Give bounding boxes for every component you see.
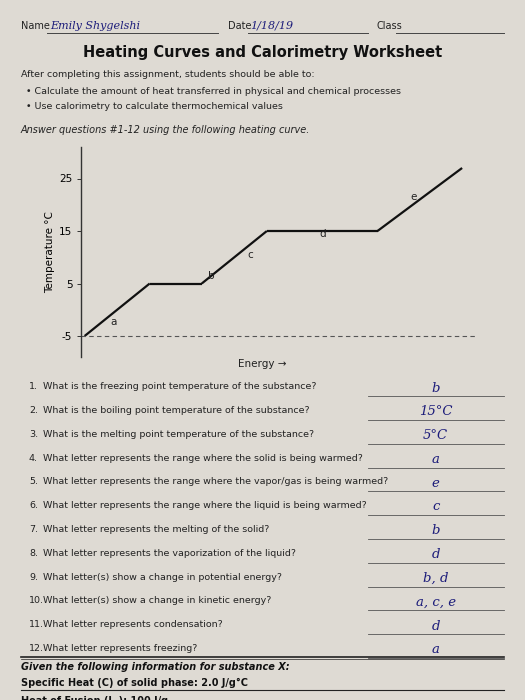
Text: What is the melting point temperature of the substance?: What is the melting point temperature of… (43, 430, 314, 439)
Text: b: b (432, 382, 440, 395)
Text: c: c (432, 500, 439, 514)
Text: 7.: 7. (29, 525, 38, 534)
Text: e: e (432, 477, 440, 490)
Text: b: b (432, 524, 440, 538)
Text: 1.: 1. (29, 382, 38, 391)
Text: e: e (410, 192, 416, 202)
Y-axis label: Temperature °C: Temperature °C (45, 211, 55, 293)
Text: d: d (432, 548, 440, 561)
Text: 11.: 11. (29, 620, 44, 629)
Text: 9.: 9. (29, 573, 38, 582)
Text: What letter(s) show a change in kinetic energy?: What letter(s) show a change in kinetic … (43, 596, 271, 606)
Text: b, d: b, d (423, 572, 448, 585)
Text: 3.: 3. (29, 430, 38, 439)
Text: • Calculate the amount of heat transferred in physical and chemical processes: • Calculate the amount of heat transferr… (26, 87, 401, 96)
Text: 5.: 5. (29, 477, 38, 486)
Text: 1/18/19: 1/18/19 (250, 21, 293, 31)
Text: a: a (432, 643, 440, 657)
Text: 4.: 4. (29, 454, 38, 463)
Text: Answer questions #1-12 using the following heating curve.: Answer questions #1-12 using the followi… (21, 125, 310, 134)
Text: Heating Curves and Calorimetry Worksheet: Heating Curves and Calorimetry Worksheet (83, 45, 442, 60)
Text: d: d (319, 229, 326, 239)
Text: Emily Shygelshi: Emily Shygelshi (50, 21, 140, 31)
Text: 15°C: 15°C (419, 405, 453, 419)
Text: a: a (432, 453, 440, 466)
Text: What letter represents the vaporization of the liquid?: What letter represents the vaporization … (43, 549, 296, 558)
Text: Specific Heat (C) of solid phase: 2.0 J/g°C: Specific Heat (C) of solid phase: 2.0 J/… (21, 678, 248, 687)
Text: 5°C: 5°C (423, 429, 448, 442)
Text: Given the following information for substance X:: Given the following information for subs… (21, 662, 290, 672)
Text: Name: Name (21, 21, 50, 31)
Text: What letter represents freezing?: What letter represents freezing? (43, 644, 197, 653)
Text: 10.: 10. (29, 596, 44, 606)
Text: What letter represents the melting of the solid?: What letter represents the melting of th… (43, 525, 269, 534)
Text: b: b (208, 271, 215, 281)
Text: a: a (111, 316, 117, 326)
Text: • Use calorimetry to calculate thermochemical values: • Use calorimetry to calculate thermoche… (26, 102, 283, 111)
Text: Heat of Fusion (Lₓ): 100 J/g: Heat of Fusion (Lₓ): 100 J/g (21, 696, 168, 700)
Text: d: d (432, 620, 440, 633)
Text: What is the freezing point temperature of the substance?: What is the freezing point temperature o… (43, 382, 317, 391)
Text: What letter represents the range where the liquid is being warmed?: What letter represents the range where t… (43, 501, 367, 510)
Text: 6.: 6. (29, 501, 38, 510)
Text: 12.: 12. (29, 644, 44, 653)
Text: Class: Class (377, 21, 403, 31)
Text: Date: Date (228, 21, 252, 31)
Text: a, c, e: a, c, e (416, 596, 456, 609)
Text: c: c (247, 250, 253, 260)
Text: What letter represents the range where the solid is being warmed?: What letter represents the range where t… (43, 454, 363, 463)
Text: After completing this assignment, students should be able to:: After completing this assignment, studen… (21, 70, 314, 79)
Text: What letter represents condensation?: What letter represents condensation? (43, 620, 223, 629)
Text: 8.: 8. (29, 549, 38, 558)
Text: What is the boiling point temperature of the substance?: What is the boiling point temperature of… (43, 406, 310, 415)
Text: Energy →: Energy → (238, 359, 287, 369)
Text: What letter represents the range where the vapor/gas is being warmed?: What letter represents the range where t… (43, 477, 388, 486)
Text: 2.: 2. (29, 406, 38, 415)
Text: What letter(s) show a change in potential energy?: What letter(s) show a change in potentia… (43, 573, 282, 582)
